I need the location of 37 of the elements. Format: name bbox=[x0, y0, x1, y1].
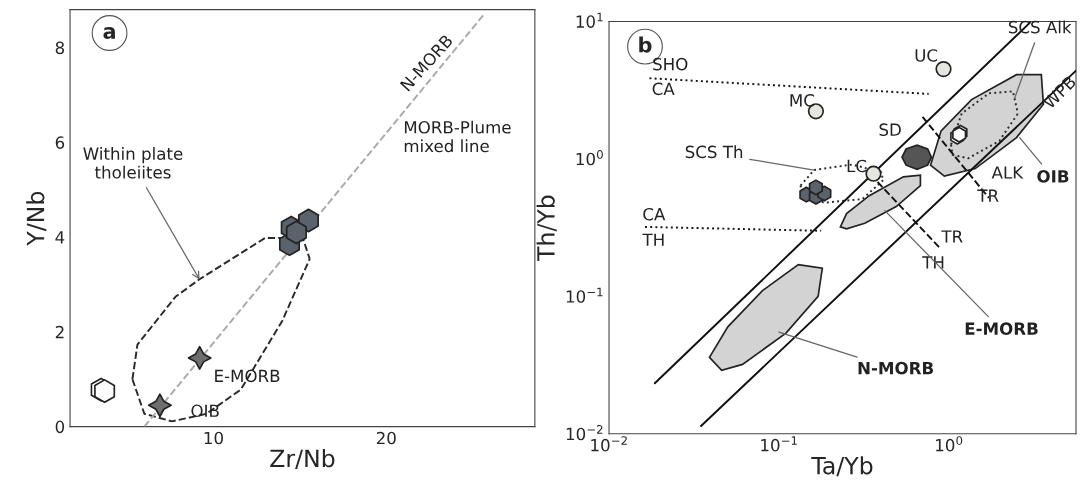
annotation: CA bbox=[643, 207, 666, 221]
y-tick-label: 4 bbox=[55, 231, 65, 244]
text: a bbox=[103, 27, 115, 40]
y-tick-label: 10$^{1}$ bbox=[576, 12, 603, 28]
x-tick-label: 10$^{−1}$ bbox=[761, 436, 797, 452]
x-tick-label: 10$^{0}$ bbox=[936, 436, 963, 452]
annotation: Within plate tholeiites bbox=[83, 147, 183, 179]
x-axis-title: Zr/Nb bbox=[270, 448, 335, 470]
annotation: OIB bbox=[1037, 170, 1069, 183]
y-tick-label: 0 bbox=[55, 420, 65, 434]
y-tick-label: 8 bbox=[55, 41, 65, 55]
text: b bbox=[639, 36, 652, 53]
y-axis-title: Th/Yb bbox=[536, 195, 557, 262]
annotation: CA bbox=[652, 82, 675, 96]
y-axis-title: Y/Nb bbox=[26, 191, 47, 246]
annotation: ALK bbox=[991, 166, 1024, 179]
annotation: N-MORB bbox=[858, 361, 934, 375]
annotation: E-MORB bbox=[965, 322, 1038, 335]
annotation: MORB-Plume mixed line bbox=[404, 120, 511, 153]
y-tick-label: 6 bbox=[55, 136, 65, 149]
annotation: SD bbox=[879, 123, 901, 136]
y-tick-label: 10$^{−1}$ bbox=[566, 287, 603, 303]
x-tick-label: 20 bbox=[376, 431, 396, 445]
annotation: MC bbox=[790, 94, 814, 107]
annotation: SHO bbox=[653, 57, 688, 71]
x-axis-title: Ta/Yb bbox=[811, 456, 873, 477]
annotation: UC bbox=[915, 49, 938, 62]
annotation: SCS Th bbox=[685, 145, 743, 159]
x-tick-label: 10$^{−2}$ bbox=[591, 436, 627, 452]
x-tick-label: 10 bbox=[204, 431, 223, 445]
y-tick-label: 10$^{0}$ bbox=[576, 150, 603, 166]
y-tick-label: 2 bbox=[55, 325, 64, 339]
annotation: TH bbox=[642, 233, 664, 246]
annotation: TR bbox=[941, 230, 963, 243]
annotation: LC bbox=[847, 159, 867, 173]
annotation: E-MORB bbox=[215, 369, 280, 383]
annotation: TR bbox=[977, 189, 999, 202]
